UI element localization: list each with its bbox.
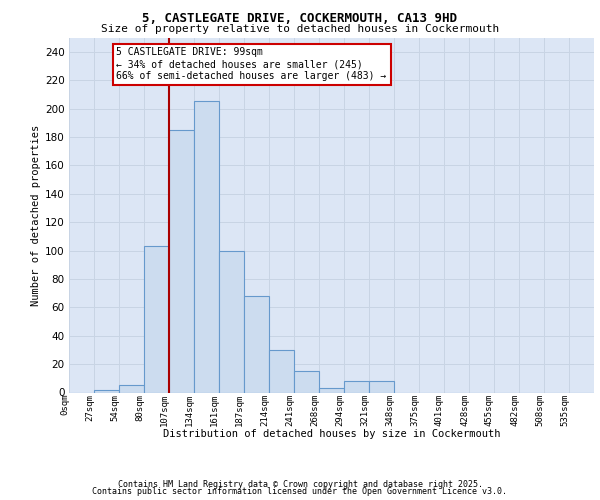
Y-axis label: Number of detached properties: Number of detached properties xyxy=(31,124,41,306)
Bar xyxy=(94,390,119,392)
Bar xyxy=(219,250,244,392)
Bar xyxy=(119,386,144,392)
Text: 5 CASTLEGATE DRIVE: 99sqm
← 34% of detached houses are smaller (245)
66% of semi: 5 CASTLEGATE DRIVE: 99sqm ← 34% of detac… xyxy=(116,48,387,80)
Bar xyxy=(269,350,294,393)
Bar xyxy=(169,130,194,392)
Bar xyxy=(319,388,344,392)
X-axis label: Distribution of detached houses by size in Cockermouth: Distribution of detached houses by size … xyxy=(163,429,500,439)
Text: Size of property relative to detached houses in Cockermouth: Size of property relative to detached ho… xyxy=(101,24,499,34)
Bar xyxy=(294,371,319,392)
Bar xyxy=(194,102,219,393)
Bar xyxy=(244,296,269,392)
Text: Contains HM Land Registry data © Crown copyright and database right 2025.: Contains HM Land Registry data © Crown c… xyxy=(118,480,482,489)
Bar xyxy=(144,246,169,392)
Text: 5, CASTLEGATE DRIVE, COCKERMOUTH, CA13 9HD: 5, CASTLEGATE DRIVE, COCKERMOUTH, CA13 9… xyxy=(143,12,458,26)
Bar xyxy=(344,381,369,392)
Bar xyxy=(369,381,394,392)
Text: Contains public sector information licensed under the Open Government Licence v3: Contains public sector information licen… xyxy=(92,488,508,496)
